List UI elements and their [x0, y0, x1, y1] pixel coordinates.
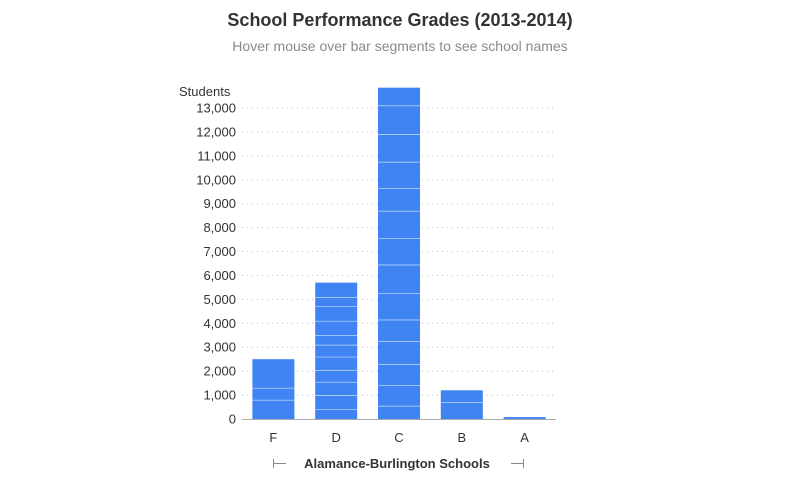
- chart-subtitle: Hover mouse over bar segments to see sch…: [232, 38, 568, 54]
- x-tick-label: A: [520, 430, 529, 445]
- y-tick-label: 11,000: [197, 148, 236, 163]
- bar-D[interactable]: [315, 282, 358, 419]
- bar-segment[interactable]: [503, 417, 546, 419]
- bar-segment[interactable]: [315, 395, 358, 410]
- y-tick-label: 12,000: [196, 124, 236, 139]
- bar-segment[interactable]: [315, 296, 358, 307]
- bar-segment[interactable]: [315, 320, 358, 336]
- chart-title: School Performance Grades (2013-2014): [227, 10, 573, 30]
- bar-segment[interactable]: [315, 369, 358, 382]
- bar-segment[interactable]: [378, 319, 420, 342]
- x-tick-label: F: [269, 430, 277, 445]
- y-tick-label: 0: [229, 412, 236, 427]
- bar-segment[interactable]: [378, 188, 420, 211]
- bar-segment[interactable]: [378, 87, 420, 106]
- bar-segment[interactable]: [315, 409, 358, 419]
- bar-C[interactable]: [378, 87, 420, 419]
- bar-segment[interactable]: [315, 335, 358, 345]
- bar-segment[interactable]: [440, 402, 483, 419]
- bar-segment[interactable]: [315, 282, 358, 297]
- bar-segment[interactable]: [378, 341, 420, 364]
- y-tick-label: 6,000: [203, 268, 236, 283]
- y-tick-label: 8,000: [203, 220, 236, 235]
- bar-segment[interactable]: [378, 238, 420, 265]
- y-tick-label: 4,000: [203, 316, 236, 331]
- bar-segment[interactable]: [315, 381, 358, 396]
- y-tick-label: 2,000: [203, 364, 236, 379]
- y-tick-label: 1,000: [203, 388, 236, 403]
- bar-segment[interactable]: [378, 405, 420, 419]
- bar-segment[interactable]: [315, 356, 358, 370]
- y-tick-label: 13,000: [196, 101, 236, 116]
- x-tick-label: C: [394, 430, 403, 445]
- bar-segment[interactable]: [378, 210, 420, 239]
- bar-F[interactable]: [252, 359, 295, 419]
- x-axis-title-group: Alamance-Burlington Schools: [273, 456, 524, 471]
- bar-A[interactable]: [503, 417, 546, 419]
- bar-segment[interactable]: [315, 306, 358, 321]
- y-axis-ticks: 0 1,000 2,000 3,000 4,000 5,000 6,000 7,000 8,00…: [196, 101, 236, 427]
- y-tick-label: 5,000: [203, 292, 236, 307]
- bar-segment[interactable]: [252, 399, 295, 419]
- bar-segment[interactable]: [315, 344, 358, 357]
- bar-segment[interactable]: [378, 293, 420, 320]
- bar-segment[interactable]: [440, 390, 483, 403]
- y-tick-label: 9,000: [203, 196, 236, 211]
- y-axis-label: Students: [179, 84, 231, 99]
- y-tick-label: 10,000: [196, 172, 236, 187]
- bar-B[interactable]: [440, 390, 483, 419]
- bar-segment[interactable]: [252, 359, 295, 388]
- y-tick-label: 7,000: [203, 244, 236, 259]
- y-tick-label: 3,000: [203, 340, 236, 355]
- x-tick-label: D: [332, 430, 341, 445]
- x-axis-title: Alamance-Burlington Schools: [304, 456, 490, 471]
- bar-segment[interactable]: [378, 385, 420, 406]
- bar-segment[interactable]: [378, 363, 420, 386]
- x-tick-label: B: [457, 430, 466, 445]
- bar-segment[interactable]: [378, 105, 420, 135]
- bars: [252, 87, 546, 419]
- bar-segment[interactable]: [378, 161, 420, 189]
- bar-segment[interactable]: [252, 387, 295, 400]
- bar-segment[interactable]: [378, 134, 420, 162]
- bar-segment[interactable]: [378, 264, 420, 294]
